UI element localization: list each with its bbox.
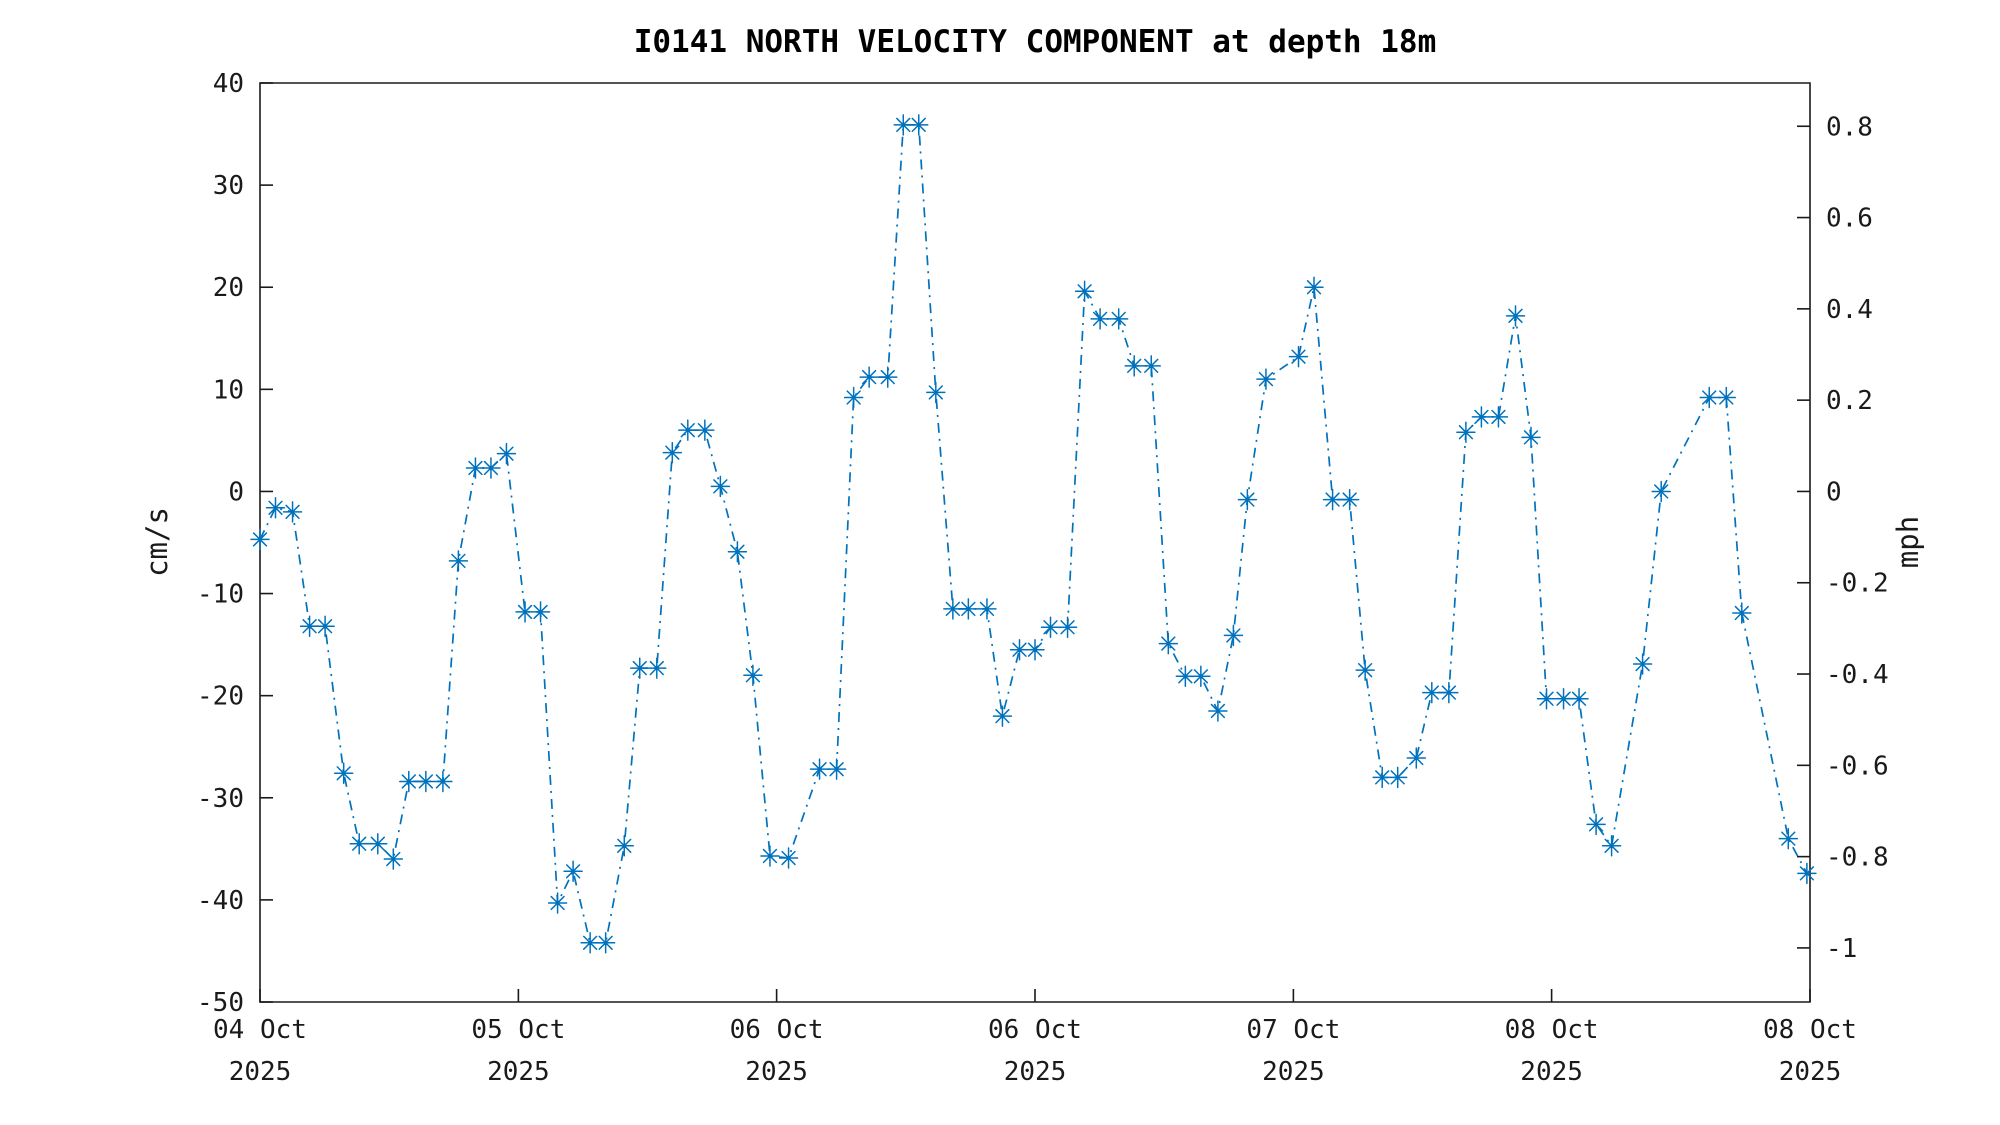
x-tick-year: 2025 bbox=[1004, 1057, 1067, 1087]
x-tick-day: 08 Oct bbox=[1505, 1015, 1599, 1045]
right-tick-label: -0.4 bbox=[1826, 660, 1889, 690]
x-tick-year: 2025 bbox=[229, 1057, 292, 1087]
right-tick-label: 0.4 bbox=[1826, 295, 1873, 325]
chart-title: I0141 NORTH VELOCITY COMPONENT at depth … bbox=[633, 24, 1437, 60]
left-tick-label: 30 bbox=[213, 171, 244, 201]
left-tick-label: 40 bbox=[213, 69, 244, 99]
axes-box bbox=[259, 82, 1811, 1003]
x-tick-day: 04 Oct bbox=[213, 1015, 307, 1045]
left-tick-label: 20 bbox=[213, 273, 244, 303]
series-line bbox=[259, 124, 1808, 944]
x-tick-day: 06 Oct bbox=[988, 1015, 1082, 1045]
x-tick-year: 2025 bbox=[745, 1057, 808, 1087]
x-tick-day: 05 Oct bbox=[471, 1015, 565, 1045]
right-tick-label: 0.8 bbox=[1826, 112, 1873, 142]
left-tick-label: -50 bbox=[197, 988, 244, 1018]
x-tick-year: 2025 bbox=[1520, 1057, 1583, 1087]
left-tick-label: -30 bbox=[197, 784, 244, 814]
x-tick-day: 07 Oct bbox=[1246, 1015, 1340, 1045]
x-tick-day: 06 Oct bbox=[730, 1015, 824, 1045]
left-tick-label: -10 bbox=[197, 580, 244, 610]
right-tick-label: -0.2 bbox=[1826, 569, 1889, 599]
right-tick-label: 0 bbox=[1826, 477, 1842, 507]
left-tick-label: 0 bbox=[228, 477, 244, 507]
right-tick-label: 0.6 bbox=[1826, 204, 1873, 234]
series-markers bbox=[250, 114, 1817, 954]
right-tick-label: -0.6 bbox=[1826, 751, 1889, 781]
x-tick-year: 2025 bbox=[1262, 1057, 1325, 1087]
right-tick-label: -0.8 bbox=[1826, 843, 1889, 873]
x-tick-day: 08 Oct bbox=[1763, 1015, 1857, 1045]
left-tick-label: -20 bbox=[197, 682, 244, 712]
right-tick-label: -1 bbox=[1826, 934, 1857, 964]
x-tick-year: 2025 bbox=[1779, 1057, 1842, 1087]
right-tick-label: 0.2 bbox=[1826, 386, 1873, 416]
left-tick-label: 10 bbox=[213, 375, 244, 405]
x-tick-year: 2025 bbox=[487, 1057, 550, 1087]
left-tick-label: -40 bbox=[197, 886, 244, 916]
